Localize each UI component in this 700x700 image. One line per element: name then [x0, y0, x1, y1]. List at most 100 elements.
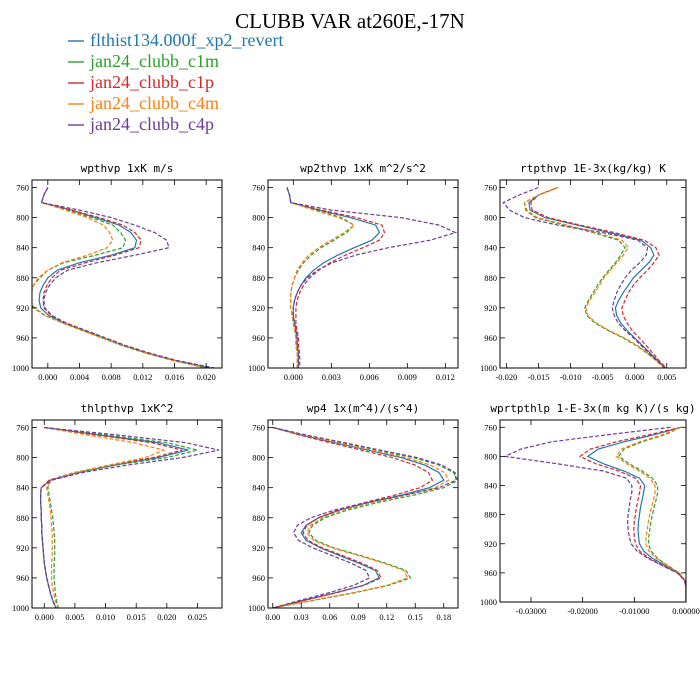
- series-line: [615, 426, 686, 602]
- x-tick-label: 0.009: [398, 372, 417, 382]
- panel-title: wp2thvp 1xK m^2/s^2: [300, 162, 426, 175]
- x-tick-label: 0.00: [265, 612, 280, 622]
- x-tick-label: -0.03000: [516, 606, 546, 616]
- y-tick-label: 840: [16, 243, 29, 253]
- panels-grid: wpthvp 1xK m/s 0.000 0.004 0.008 0.012 0.016 0…: [12, 162, 700, 622]
- legend-entry: jan24_clubb_c1p: [89, 72, 214, 92]
- x-tick-label: 0.010: [96, 612, 115, 622]
- x-tick-label: 0.06: [322, 612, 337, 622]
- y-tick-label: 840: [252, 243, 265, 253]
- series-line: [38, 187, 211, 368]
- y-tick-label: 960: [16, 573, 29, 583]
- series-line: [578, 426, 686, 602]
- y-tick-label: 1000: [480, 363, 497, 373]
- series-line: [44, 426, 166, 608]
- x-tick-label: -0.010: [560, 372, 582, 382]
- y-tick-label: 1000: [12, 363, 29, 373]
- x-tick-label: 0.004: [70, 372, 90, 382]
- y-tick-label: 800: [252, 213, 265, 223]
- series-line: [523, 186, 665, 368]
- y-tick-label: 840: [252, 483, 265, 493]
- series-line: [39, 426, 220, 608]
- y-tick-label: 760: [16, 423, 29, 433]
- legend: flthist134.000f_xp2_revertjan24_clubb_c1…: [68, 30, 283, 134]
- series-line: [32, 187, 207, 368]
- x-tick-label: 0.000: [38, 372, 57, 382]
- x-tick-label: 0.006: [360, 372, 379, 382]
- x-tick-label: -0.020: [495, 372, 517, 382]
- x-tick-label: 0.020: [157, 612, 176, 622]
- x-tick-label: 0.012: [133, 372, 152, 382]
- chart-panel: rtpthvp 1E-3x(kg/kg) K -0.020 -0.015 -0.010…: [480, 162, 687, 382]
- chart-panel: thlpthvp 1xK^2 0.000 0.005 0.010 0.015 0.020 0…: [12, 402, 223, 622]
- series-line: [272, 426, 457, 608]
- y-tick-label: 1000: [248, 603, 265, 613]
- plot-frame: [31, 419, 223, 609]
- y-tick-label: 840: [484, 481, 497, 491]
- y-tick-label: 960: [252, 333, 265, 343]
- x-tick-label: 0.025: [188, 612, 207, 622]
- chart-panel: wprtpthlp 1-E-3x(m kg K)/(s kg) -0.03000 -…: [480, 402, 700, 616]
- x-tick-label: 0.12: [379, 612, 394, 622]
- x-tick-label: 0.016: [165, 372, 184, 382]
- series-line: [617, 426, 686, 602]
- y-tick-label: 920: [484, 539, 497, 549]
- x-tick-label: 0.015: [127, 612, 146, 622]
- x-tick-label: -0.005: [592, 372, 614, 382]
- y-tick-label: 1000: [248, 363, 265, 373]
- x-tick-label: 0.000: [625, 372, 644, 382]
- y-tick-label: 800: [484, 451, 497, 461]
- series-line: [40, 187, 215, 368]
- y-tick-label: 920: [252, 543, 265, 553]
- y-tick-label: 800: [16, 213, 29, 223]
- y-tick-label: 800: [484, 213, 497, 223]
- chart-panel: wp4 1x(m^4)/(s^4) 0.00 0.03 0.06 0.09 0.12 0.1…: [248, 402, 459, 622]
- series-line: [272, 426, 458, 608]
- series-line: [286, 187, 458, 368]
- x-tick-label: 0.020: [197, 372, 216, 382]
- series-line: [272, 426, 434, 608]
- x-tick-label: 0.003: [322, 372, 341, 382]
- series-line: [528, 186, 666, 368]
- x-tick-label: 0.18: [436, 612, 451, 622]
- series-line: [272, 426, 450, 608]
- y-tick-label: 760: [252, 423, 265, 433]
- y-tick-label: 760: [16, 183, 29, 193]
- x-tick-label: -0.015: [527, 372, 549, 382]
- series-line: [523, 186, 666, 368]
- series-line: [530, 186, 667, 368]
- series-line: [39, 426, 183, 608]
- plot-frame: [31, 179, 223, 369]
- x-tick-label: 0.00000: [672, 606, 700, 616]
- series-line: [286, 187, 381, 368]
- x-tick-label: 0.008: [102, 372, 121, 382]
- panel-title: wpthvp 1xK m/s: [81, 162, 174, 175]
- series-line: [40, 187, 215, 368]
- series-line: [502, 186, 666, 368]
- series-line: [586, 426, 686, 602]
- y-tick-label: 960: [484, 333, 497, 343]
- y-tick-label: 920: [16, 303, 29, 313]
- x-tick-label: 0.03: [294, 612, 309, 622]
- y-tick-label: 920: [484, 303, 497, 313]
- panel-title: thlpthvp 1xK^2: [81, 402, 174, 415]
- x-tick-label: 0.000: [35, 612, 54, 622]
- panel-title: wprtpthlp 1-E-3x(m kg K)/(s kg): [490, 402, 695, 415]
- y-tick-label: 760: [484, 183, 497, 193]
- legend-entry: jan24_clubb_c1m: [89, 51, 219, 71]
- y-tick-label: 840: [484, 243, 497, 253]
- series-line: [39, 426, 189, 608]
- panel-title: rtpthvp 1E-3x(kg/kg) K: [520, 162, 666, 175]
- y-tick-label: 880: [16, 273, 29, 283]
- plot-frame: [499, 179, 687, 369]
- x-tick-label: 0.09: [351, 612, 366, 622]
- series-line: [286, 187, 386, 368]
- y-tick-label: 880: [484, 510, 497, 520]
- plot-frame: [267, 419, 459, 609]
- y-tick-label: 800: [16, 453, 29, 463]
- x-tick-label: -0.02000: [567, 606, 597, 616]
- legend-entry: flthist134.000f_xp2_revert: [90, 30, 283, 50]
- plot-frame: [267, 179, 459, 369]
- y-tick-label: 880: [484, 273, 497, 283]
- y-tick-label: 1000: [12, 603, 29, 613]
